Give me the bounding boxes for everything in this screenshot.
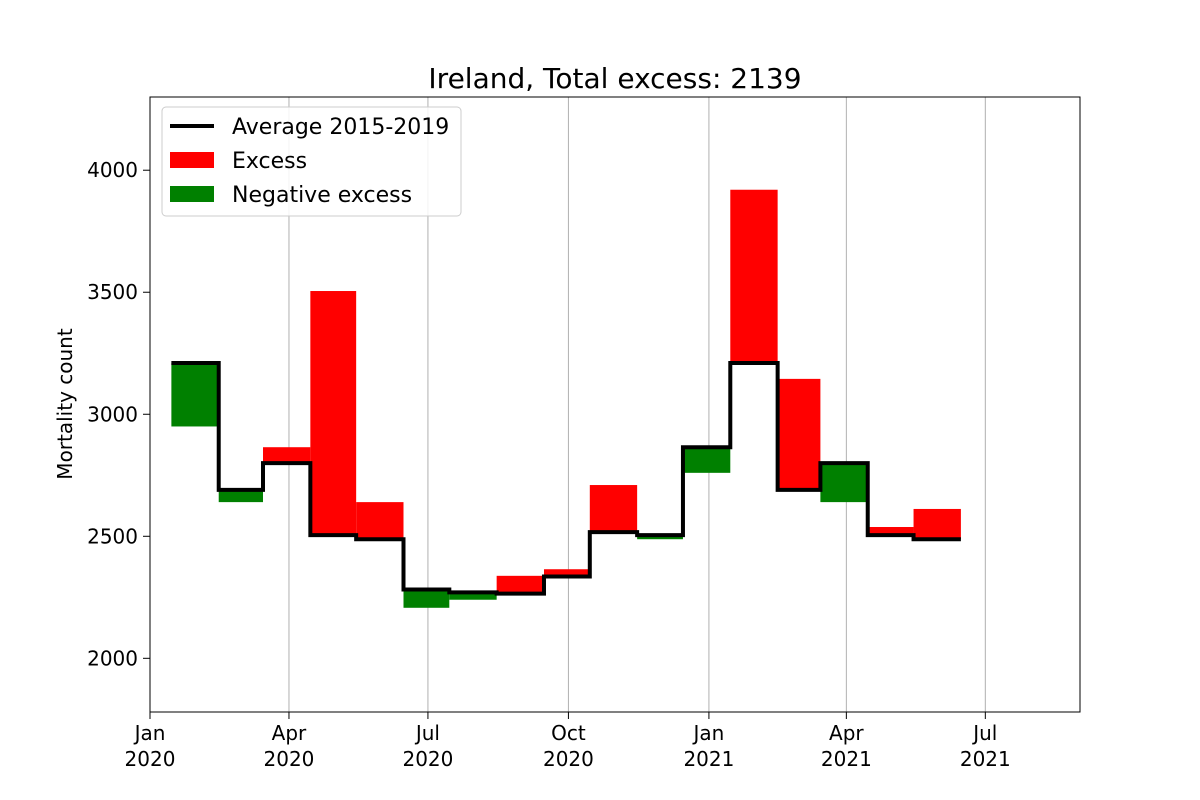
excess-bar: [730, 189, 778, 364]
legend: Average 2015-2019 Excess Negative excess: [161, 106, 462, 217]
y-tick-label: 2000: [87, 646, 138, 670]
excess-bars: [171, 189, 961, 608]
negative-excess-bar: [403, 589, 450, 608]
excess-bar: [356, 502, 404, 540]
legend-entry-label: Average 2015-2019: [232, 115, 449, 140]
negative-excess-bar: [637, 535, 683, 540]
excess-bar: [543, 569, 590, 577]
y-tick-label: 3500: [87, 280, 138, 304]
y-tick-label: 3000: [87, 402, 138, 426]
plot-frame: [149, 96, 1081, 713]
legend-box: [161, 106, 462, 217]
y-axis: 2000 2500 3000 3500 4000: [87, 158, 150, 670]
x-tick-label-year: 2020: [264, 747, 315, 771]
x-tick-label-year: 2020: [402, 747, 453, 771]
legend-entry-label: Negative excess: [232, 183, 412, 208]
x-tick-label-month: Jan: [691, 721, 724, 745]
x-tick-label-year: 2020: [125, 747, 176, 771]
x-tick-label-year: 2021: [960, 747, 1011, 771]
x-tick-label-year: 2021: [821, 747, 872, 771]
excess-bar: [867, 527, 914, 536]
excess-bar: [589, 485, 638, 533]
y-tick-label: 4000: [87, 158, 138, 182]
average-line: [171, 361, 961, 596]
legend-entry-label: Excess: [232, 149, 307, 174]
excess-bar: [310, 291, 357, 536]
chart-title: Ireland, Total excess: 2139: [428, 62, 801, 95]
excess-bar: [777, 378, 821, 490]
negative-excess-bar: [218, 489, 264, 503]
excess-bar: [496, 575, 544, 594]
negative-excess-bar: [820, 463, 868, 503]
average-line-group: [171, 361, 961, 596]
x-tick-label-year: 2020: [543, 747, 594, 771]
x-tick-label-month: Jul: [971, 721, 997, 745]
x-tick-label-month: Oct: [551, 721, 586, 745]
legend-excess-swatch: [170, 152, 214, 168]
x-tick-label-year: 2021: [683, 747, 734, 771]
negative-excess-bar: [682, 447, 731, 473]
x-tick-label-month: Apr: [829, 721, 864, 745]
excess-bar: [913, 508, 961, 540]
x-tick-label-month: Jan: [133, 721, 166, 745]
legend-negative-swatch: [170, 186, 214, 202]
negative-excess-bar: [171, 363, 219, 427]
y-tick-label: 2500: [87, 524, 138, 548]
negative-excess-bar: [449, 592, 497, 600]
x-axis: Jan2020Apr2020Jul2020Oct2020Jan2021Apr20…: [125, 712, 1011, 771]
x-tick-label-month: Apr: [272, 721, 307, 745]
excess-bar: [263, 447, 311, 464]
y-axis-label: Mortality count: [53, 328, 77, 480]
x-tick-label-month: Jul: [414, 721, 440, 745]
